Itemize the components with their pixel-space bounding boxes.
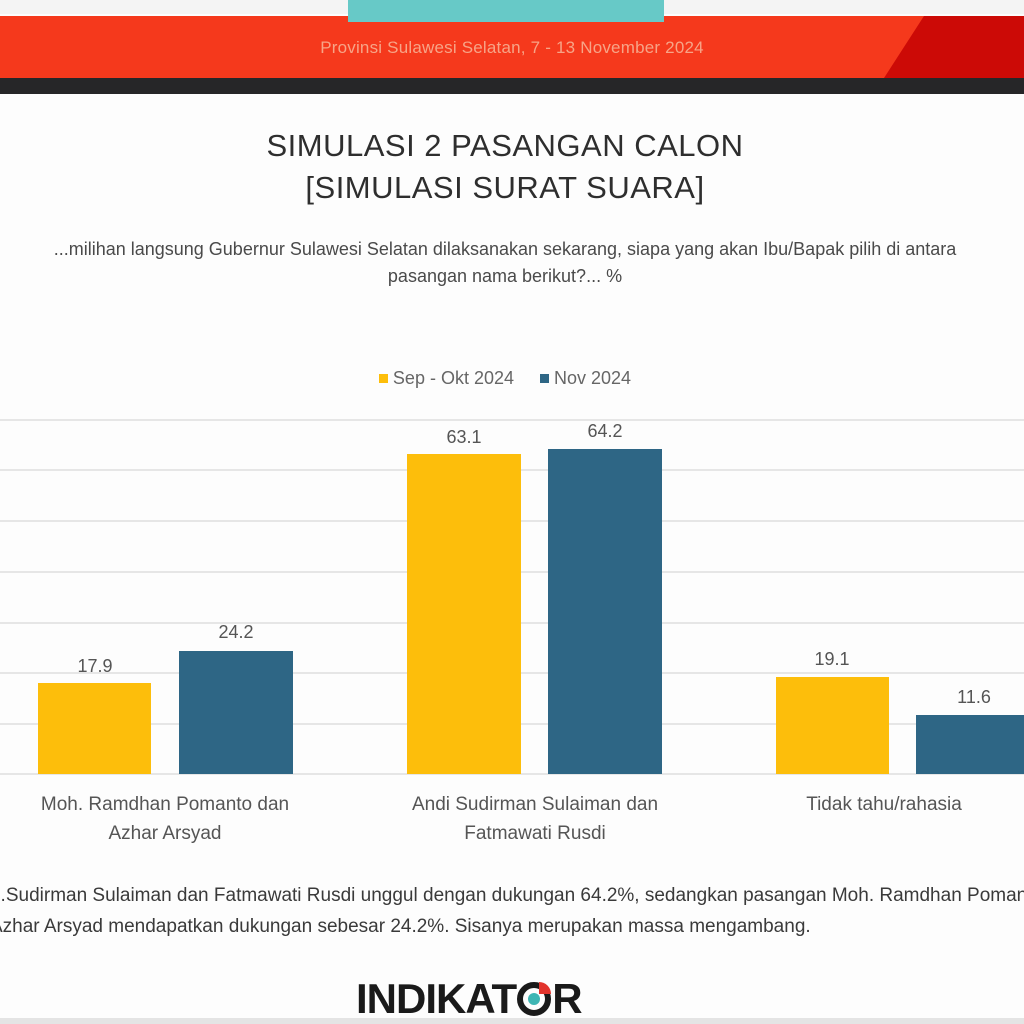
summary-text: ...Sudirman Sulaiman dan Fatmawati Rusdi…	[0, 880, 1024, 942]
value-label: 11.6	[957, 687, 991, 707]
header-band: Provinsi Sulawesi Selatan, 7 - 13 Novemb…	[0, 16, 1024, 78]
chart-subtitle: [SIMULASI SURAT SUARA]	[305, 170, 705, 205]
value-label: 24.2	[218, 622, 254, 642]
question-line-2: pasangan nama berikut?... %	[387, 266, 623, 286]
baseline	[0, 773, 1024, 775]
legend-swatch-blue	[540, 374, 549, 383]
header-underline	[0, 78, 1024, 94]
legend-label: Sep - Okt 2024	[392, 368, 514, 388]
legend-label: Nov 2024	[554, 368, 632, 388]
footer-strip	[0, 1018, 1024, 1024]
plot-area: 17.9 24.2 63.1 64.2 19.1 11.6	[0, 419, 1024, 775]
category-line: Andi Sudirman Sulaiman dan	[411, 794, 659, 815]
category-label-ramdhan: Moh. Ramdhan Pomanto dan Azhar Arsyad	[0, 790, 345, 848]
legend-item-sep-okt: Sep - Okt 2024	[378, 368, 514, 389]
category-line: Fatmawati Rusdi	[464, 823, 606, 844]
gridline-70	[0, 419, 1024, 421]
legend-swatch-yellow	[378, 374, 388, 383]
survey-location-date: Provinsi Sulawesi Selatan, 7 - 13 Novemb…	[320, 38, 704, 57]
logo-text: INDIKAT	[356, 975, 517, 1022]
category-label-tidak-tahu: Tidak tahu/rahasia	[704, 790, 1024, 819]
summary-line-1: ...Sudirman Sulaiman dan Fatmawati Rusdi…	[0, 885, 1024, 906]
bar-tidak-tahu-sep-okt	[776, 677, 889, 774]
category-line: Tidak tahu/rahasia	[806, 794, 962, 815]
category-line: Moh. Ramdhan Pomanto dan	[40, 794, 290, 815]
header-tab	[348, 0, 664, 22]
question-line-1: ...milihan langsung Gubernur Sulawesi Se…	[53, 239, 957, 259]
survey-question: ...milihan langsung Gubernur Sulawesi Se…	[0, 236, 1024, 290]
indikator-logo: INDIKAT R	[356, 975, 583, 1023]
chart-title: SIMULASI 2 PASANGAN CALON	[266, 128, 744, 163]
category-label-sudirman: Andi Sudirman Sulaiman dan Fatmawati Rus…	[355, 790, 715, 848]
value-label: 63.1	[446, 427, 482, 447]
bar-sudirman-nov	[548, 449, 662, 774]
value-label: 64.2	[587, 421, 623, 441]
bar-ramdhan-nov	[179, 651, 293, 774]
category-line: Azhar Arsyad	[108, 823, 222, 844]
chart-legend: Sep - Okt 2024 Nov 2024	[0, 368, 1010, 389]
logo-text-end: R	[552, 975, 582, 1022]
bar-tidak-tahu-nov	[916, 715, 1024, 774]
bar-sudirman-sep-okt	[407, 454, 521, 774]
summary-line-2: Azhar Arsyad mendapatkan dukungan sebesa…	[0, 916, 811, 937]
bar-ramdhan-sep-okt	[38, 683, 151, 774]
legend-item-nov: Nov 2024	[540, 368, 631, 389]
value-label: 19.1	[814, 649, 850, 669]
logo-o-icon	[517, 982, 552, 1016]
value-label: 17.9	[77, 656, 113, 676]
